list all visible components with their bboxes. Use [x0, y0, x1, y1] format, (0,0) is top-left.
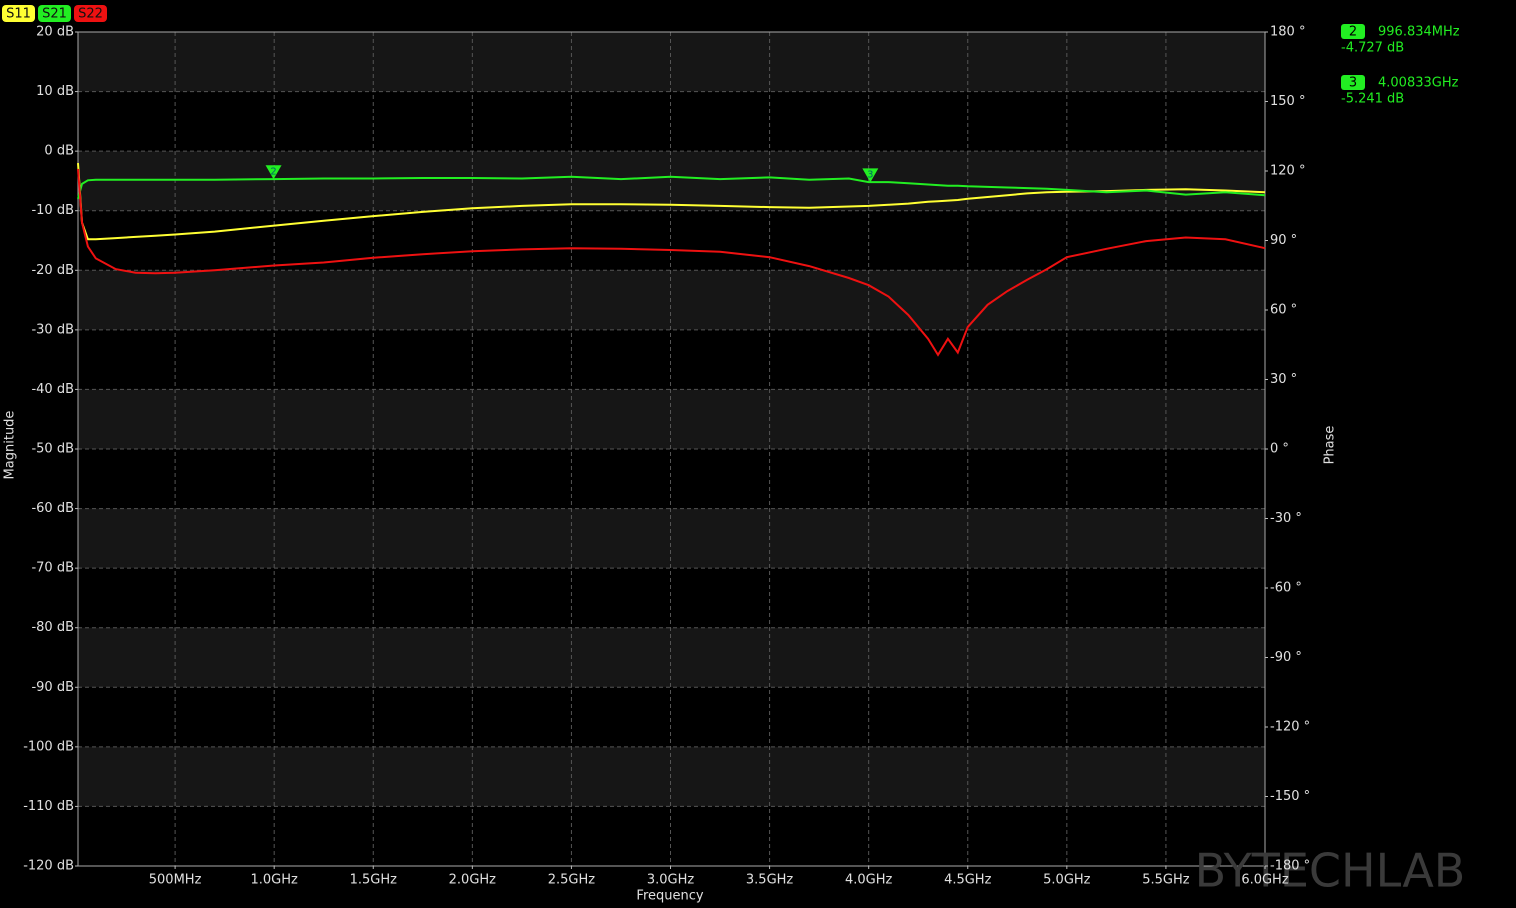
- y-tick-label: -30 dB: [31, 322, 74, 337]
- y2-tick-label: 90 °: [1270, 233, 1297, 248]
- y-tick-label: -70 dB: [31, 561, 74, 576]
- y2-tick-label: 180 °: [1270, 25, 1305, 40]
- y-tick-label: -110 dB: [23, 799, 74, 814]
- x-tick-label: 4.0GHz: [845, 873, 893, 888]
- series-line: [77, 168, 1266, 357]
- marker-badge-id: 2: [1349, 25, 1357, 40]
- plot-area: [77, 31, 1266, 867]
- x-tick-label: 500MHz: [149, 873, 202, 888]
- y2-tick-label: 30 °: [1270, 372, 1297, 387]
- y2-tick-label: 60 °: [1270, 303, 1297, 318]
- band: [78, 449, 1265, 509]
- x-tick-label: 4.5GHz: [944, 873, 992, 888]
- y2-tick-label: -60 °: [1270, 581, 1302, 596]
- marker: [265, 165, 282, 180]
- marker: [862, 168, 879, 183]
- y-tick-label: -90 dB: [31, 680, 74, 695]
- band: [78, 568, 1265, 628]
- y-tick-label: 20 dB: [36, 25, 74, 40]
- y2-axis-label: Phase: [1323, 426, 1338, 465]
- x-tick-label: 6.0GHz: [1241, 873, 1289, 888]
- x-tick-label: 1.0GHz: [251, 873, 299, 888]
- y2-tick-label: 120 °: [1270, 164, 1305, 179]
- y2-tick-label: 0 °: [1270, 442, 1289, 457]
- marker-value: -4.727 dB: [1341, 41, 1404, 56]
- x-tick-label: 3.5GHz: [746, 873, 794, 888]
- band: [78, 746, 1265, 807]
- y-tick-label: -80 dB: [31, 620, 74, 635]
- marker-badge: [1341, 24, 1365, 39]
- band: [78, 627, 1265, 688]
- band: [78, 687, 1265, 747]
- y-tick-label: -20 dB: [31, 263, 74, 278]
- marker-frequency: 4.00833GHz: [1378, 76, 1459, 91]
- marker-badge: [1341, 75, 1365, 90]
- y2-tick-label: -30 °: [1270, 511, 1302, 526]
- y2-tick-label: 150 °: [1270, 94, 1305, 109]
- y-tick-label: -60 dB: [31, 501, 74, 516]
- y2-tick-label: -150 °: [1270, 789, 1310, 804]
- y-tick-label: -100 dB: [23, 739, 74, 754]
- band: [78, 32, 1265, 92]
- y-tick-label: 10 dB: [36, 84, 74, 99]
- marker-badge-id: 3: [1349, 76, 1357, 91]
- legend-label: S21: [42, 7, 67, 22]
- x-tick-label: 2.5GHz: [548, 873, 596, 888]
- series-line: [77, 175, 1266, 200]
- x-tick-label: 3.0GHz: [647, 873, 695, 888]
- y2-tick-label: -120 °: [1270, 720, 1310, 735]
- y-tick-label: -40 dB: [31, 382, 74, 397]
- legend-swatch: [38, 5, 71, 22]
- x-tick-label: 1.5GHz: [350, 873, 398, 888]
- watermark: BYTECHLAB: [1195, 844, 1466, 898]
- band: [78, 389, 1265, 449]
- x-axis-label: Frequency: [636, 889, 703, 904]
- x-tick-label: 2.0GHz: [449, 873, 497, 888]
- legend-swatch: [74, 5, 107, 22]
- band: [78, 806, 1265, 866]
- series-line: [77, 163, 1266, 241]
- x-tick-label: 5.0GHz: [1043, 873, 1091, 888]
- marker-id: 3: [867, 169, 873, 180]
- y2-tick-label: -180 °: [1270, 859, 1310, 874]
- legend-label: S22: [78, 7, 103, 22]
- legend-swatch: [2, 5, 35, 22]
- band: [78, 329, 1265, 390]
- y-tick-label: 0 dB: [44, 144, 74, 159]
- band: [78, 151, 1265, 211]
- band: [78, 508, 1265, 569]
- band: [78, 210, 1265, 271]
- y-tick-label: -120 dB: [23, 859, 74, 874]
- y-tick-label: -10 dB: [31, 203, 74, 218]
- marker-id: 2: [270, 166, 276, 177]
- marker-frequency: 996.834MHz: [1378, 25, 1460, 40]
- marker-value: -5.241 dB: [1341, 92, 1404, 107]
- y-tick-label: -50 dB: [31, 442, 74, 457]
- band: [78, 91, 1265, 152]
- legend-label: S11: [6, 7, 31, 22]
- y-axis-label: Magnitude: [3, 411, 18, 480]
- band: [78, 270, 1265, 330]
- y2-tick-label: -90 °: [1270, 650, 1302, 665]
- x-tick-label: 5.5GHz: [1142, 873, 1190, 888]
